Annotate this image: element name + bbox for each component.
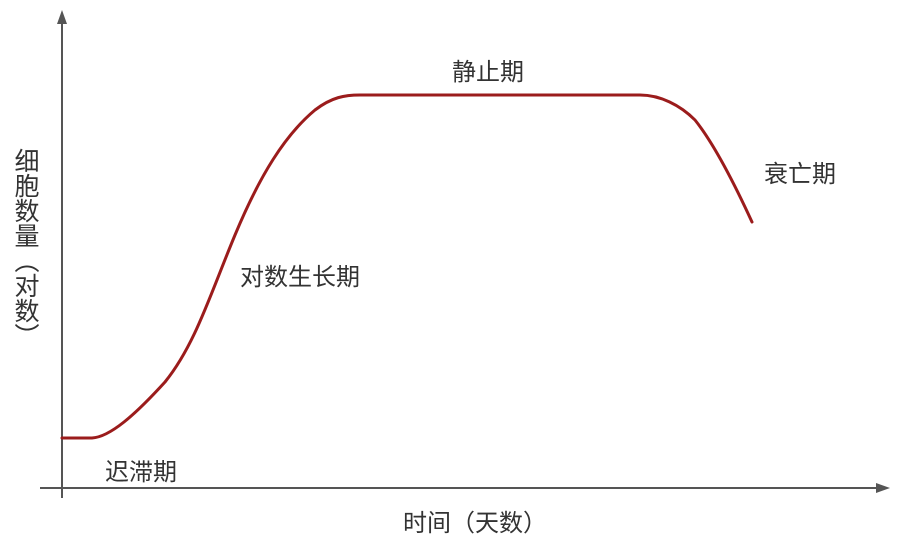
phase-label-death: 衰亡期 <box>764 160 836 188</box>
y-axis-arrow <box>57 10 67 24</box>
y-axis-label: 细胞数量（对数） <box>11 148 40 348</box>
x-axis-label: 时间（天数） <box>403 509 547 537</box>
x-axis-arrow <box>876 483 890 493</box>
phase-label-stationary: 静止期 <box>452 58 524 86</box>
phase-label-log: 对数生长期 <box>240 263 360 291</box>
phase-label-lag: 迟滞期 <box>105 458 177 486</box>
growth-curve <box>60 93 754 440</box>
